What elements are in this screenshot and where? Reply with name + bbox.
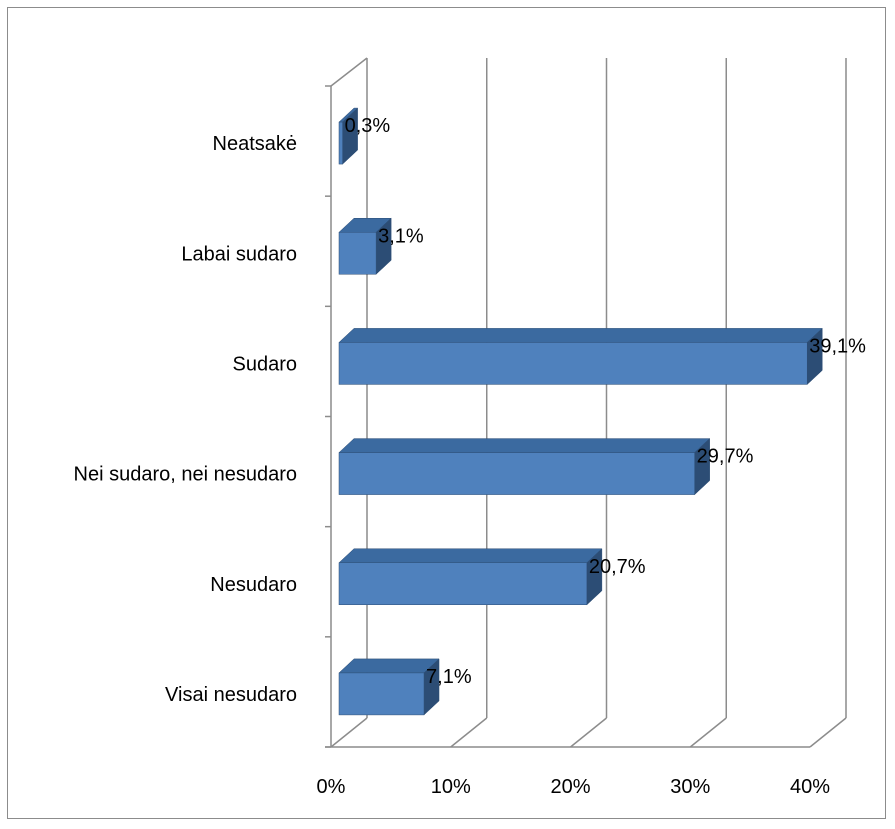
floor-gridline [689, 717, 727, 748]
floor-gridline [330, 717, 368, 748]
floor-gridline [570, 717, 607, 748]
axes [325, 57, 810, 748]
x-tick-label: 20% [550, 776, 590, 798]
bar-top-face [338, 658, 440, 674]
category-label: Neatsakė [213, 133, 298, 155]
x-tick-label: 30% [670, 776, 710, 798]
category-label: Labai sudaro [181, 243, 297, 265]
data-label: 3,1% [378, 225, 424, 247]
data-label: 7,1% [426, 666, 472, 688]
x-tick-label: 0% [317, 776, 346, 798]
bar-top-face [338, 328, 823, 343]
category-label: Visai nesudaro [165, 684, 297, 706]
bar-top-face [338, 438, 711, 453]
category-label: Nei sudaro, nei nesudaro [74, 464, 297, 486]
x-tick-label: 40% [790, 776, 830, 798]
category-label: Sudaro [233, 353, 298, 375]
data-label: 20,7% [589, 556, 646, 578]
bar [338, 672, 425, 716]
floor-gridline [809, 717, 847, 748]
x-tick-label: 10% [431, 776, 471, 798]
side-wall-top-edge [330, 57, 368, 87]
floor-gridline [450, 717, 488, 748]
category-label: Nesudaro [210, 574, 297, 596]
gridlines [330, 58, 847, 748]
bar [338, 562, 588, 605]
bars [338, 107, 823, 716]
data-label: 0,3% [345, 115, 391, 137]
chart-area: 0% 10% 20% 30% 40% 0,3% Neatsakė 3,1% Labai suda… [7, 7, 886, 819]
data-label: 29,7% [697, 446, 754, 468]
bar [338, 452, 695, 495]
data-label: 39,1% [809, 335, 866, 357]
bar [338, 121, 343, 165]
bar-top-face [338, 548, 603, 563]
bar [338, 342, 808, 385]
labels: 0% 10% 20% 30% 40% 0,3% Neatsakė 3,1% Labai suda… [74, 115, 867, 798]
bar [338, 232, 377, 275]
bar-chart: 0% 10% 20% 30% 40% 0,3% Neatsakė 3,1% Labai suda… [74, 57, 867, 798]
